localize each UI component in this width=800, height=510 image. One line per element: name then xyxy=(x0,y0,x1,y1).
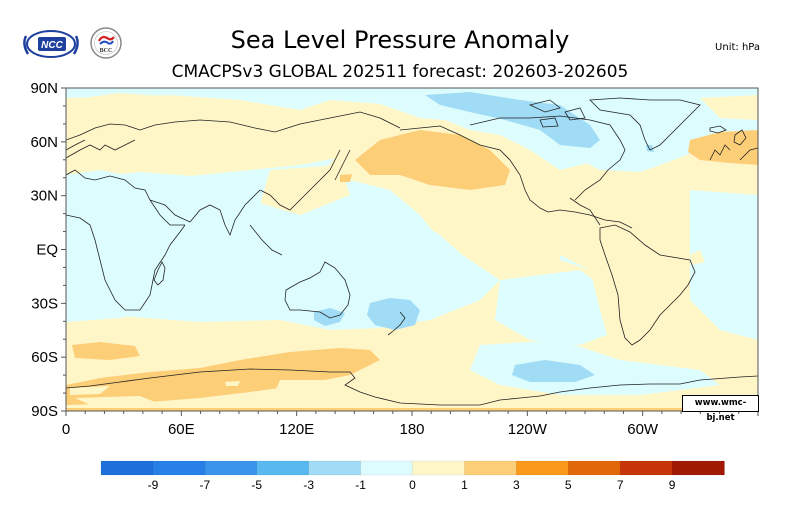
colorbar-segment xyxy=(256,460,310,476)
colorbar-label: -7 xyxy=(199,478,210,492)
lon-tick-label: 120E xyxy=(279,421,314,438)
svg-text:· · ·: · · · xyxy=(47,28,55,34)
colorbar-label: -9 xyxy=(148,478,159,492)
colorbar-label: 0 xyxy=(409,478,416,492)
colorbar-label: -5 xyxy=(251,478,262,492)
colorbar-segment xyxy=(671,460,725,476)
colorbar-label: 5 xyxy=(565,478,572,492)
svg-text:NCC: NCC xyxy=(41,40,63,51)
lat-tick-label: 60N xyxy=(30,134,58,151)
colorbar-segment xyxy=(100,460,154,476)
colorbar: -9 -7 -5 -3 -1 0 1 3 5 7 9 xyxy=(100,460,725,492)
colorbar-label: 7 xyxy=(617,478,624,492)
positive-moderate-regions xyxy=(66,130,758,411)
chart-title: Sea Level Pressure Anomaly xyxy=(230,26,570,54)
colorbar-segment xyxy=(204,460,258,476)
ncc-logo: NCC · · · xyxy=(20,26,82,60)
lon-tick-label: 60W xyxy=(627,421,659,438)
anomaly-field xyxy=(66,88,758,411)
lat-tick-label: 90N xyxy=(30,80,58,97)
latitude-axis: 90N 60N 30N EQ 30S 60S 90S xyxy=(30,80,66,420)
lat-tick-label: EQ xyxy=(36,242,58,259)
colorbar-segment xyxy=(360,460,414,476)
lat-tick-label: 30N xyxy=(30,188,58,205)
colorbar-label: -3 xyxy=(303,478,314,492)
positive-weak-patches xyxy=(70,380,330,405)
colorbar-segment xyxy=(308,460,362,476)
chart-subtitle: CMACPSv3 GLOBAL 202511 forecast: 202603-… xyxy=(171,62,629,82)
lon-tick-label: 0 xyxy=(62,421,70,438)
colorbar-label: -1 xyxy=(355,478,366,492)
longitude-axis: 0 60E 120E 180 120W 60W xyxy=(62,411,759,438)
colorbar-segment xyxy=(412,460,466,476)
lon-tick-label: 180 xyxy=(399,421,424,438)
negative-moderate-regions xyxy=(314,92,654,382)
colorbar-segment xyxy=(568,460,621,476)
watermark: www.wmc-bj.net xyxy=(682,395,759,423)
lat-tick-label: 90S xyxy=(31,403,58,420)
colorbar-segment xyxy=(516,460,569,476)
colorbar-segment xyxy=(464,460,518,476)
colorbar-label: 1 xyxy=(461,478,468,492)
lon-tick-label: 120W xyxy=(508,421,548,438)
colorbar-segment xyxy=(152,460,206,476)
colorbar-label: 3 xyxy=(513,478,520,492)
lon-tick-label: 60E xyxy=(168,421,195,438)
coastlines xyxy=(66,97,758,406)
bcc-logo: BCC xyxy=(89,26,123,60)
unit-label: Unit: hPa xyxy=(715,42,760,53)
colorbar-label: 9 xyxy=(669,478,676,492)
svg-text:BCC: BCC xyxy=(100,48,113,54)
colorbar-segment xyxy=(619,460,673,476)
lat-tick-label: 60S xyxy=(31,349,58,366)
lat-tick-label: 30S xyxy=(31,295,58,312)
positive-weak-regions-2 xyxy=(420,150,705,345)
